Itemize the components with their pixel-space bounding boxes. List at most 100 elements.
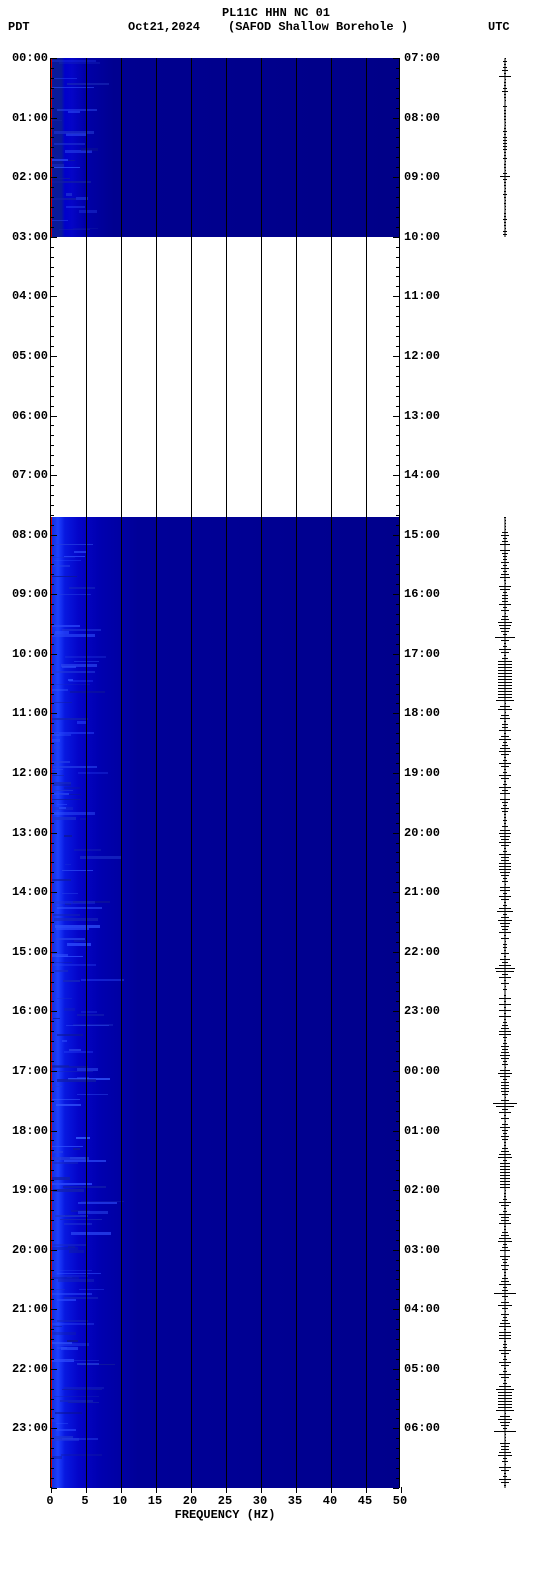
trace-wiggle <box>505 941 506 942</box>
y-tick-minor <box>396 425 399 426</box>
trace-wiggle <box>498 691 511 692</box>
y-tick-major <box>51 1071 57 1072</box>
y-label-left: 06:00 <box>0 409 48 423</box>
trace-wiggle <box>499 1374 510 1375</box>
spectrogram-streak <box>57 1034 84 1036</box>
trace-wiggle <box>501 1100 508 1101</box>
spectrogram-streak <box>52 87 94 88</box>
trace-wiggle <box>499 1362 510 1363</box>
y-tick-minor <box>51 1140 54 1141</box>
trace-wiggle <box>499 863 512 864</box>
spectrogram-streak <box>56 1289 65 1291</box>
trace-wiggle <box>504 167 506 168</box>
spectrogram-streak <box>56 956 83 957</box>
trace-wiggle <box>503 784 508 785</box>
trace-wiggle <box>501 1118 509 1119</box>
trace-wiggle <box>501 1281 509 1282</box>
trace-wiggle <box>500 1169 510 1170</box>
trace-wiggle <box>504 185 506 186</box>
y-tick-minor <box>51 108 54 109</box>
y-label-left: 18:00 <box>0 1124 48 1138</box>
trace-wiggle <box>501 860 510 861</box>
trace-wiggle <box>499 908 510 909</box>
trace-wiggle <box>500 799 510 800</box>
trace-wiggle <box>504 902 506 903</box>
trace-wiggle <box>503 820 508 821</box>
y-tick-minor <box>396 1210 399 1211</box>
y-tick-minor <box>396 912 399 913</box>
trace-wiggle <box>503 607 507 608</box>
trace-wiggle <box>499 1214 510 1215</box>
trace-wiggle <box>503 158 506 159</box>
y-label-right: 01:00 <box>404 1124 452 1138</box>
y-tick-minor <box>51 972 54 973</box>
y-tick-major <box>51 296 57 297</box>
trace-wiggle <box>501 1091 508 1092</box>
trace-wiggle <box>501 899 510 900</box>
y-tick-minor <box>396 346 399 347</box>
y-tick-minor <box>396 932 399 933</box>
trace-wiggle <box>499 586 511 587</box>
trace-wiggle <box>500 1184 510 1185</box>
spectrogram-streak <box>64 556 84 557</box>
y-tick-minor <box>396 753 399 754</box>
trace-wiggle <box>503 1317 506 1318</box>
y-tick-minor <box>396 813 399 814</box>
y-label-right: 00:00 <box>404 1064 452 1078</box>
y-tick-minor <box>396 902 399 903</box>
spectrogram-streak <box>55 631 69 634</box>
spectrogram-streak <box>59 62 100 65</box>
trace-wiggle <box>499 1031 511 1032</box>
trace-wiggle <box>504 1007 505 1008</box>
trace-wiggle <box>502 727 508 728</box>
spectrogram-streak <box>53 962 72 963</box>
y-tick-minor <box>396 962 399 963</box>
trace-wiggle <box>501 619 508 620</box>
y-tick-major <box>51 1190 57 1191</box>
trace-wiggle <box>498 697 511 698</box>
spectrogram-streak <box>65 1360 99 1361</box>
y-tick-minor <box>51 147 54 148</box>
spectrogram-streak <box>53 812 95 814</box>
y-tick-minor <box>396 306 399 307</box>
trace-wiggle <box>505 703 506 704</box>
y-tick-minor <box>396 1021 399 1022</box>
y-tick-major <box>393 1250 399 1251</box>
y-tick-minor <box>51 1160 54 1161</box>
trace-wiggle <box>504 222 506 223</box>
trace-wiggle <box>505 206 506 207</box>
trace-wiggle <box>504 116 507 117</box>
chart-title: PL11C HHN NC 01 <box>0 6 552 20</box>
spectrogram-streak <box>52 689 69 691</box>
spectrogram-streak <box>52 799 81 800</box>
x-tick <box>401 1487 402 1493</box>
spectrogram-streak <box>51 1342 72 1344</box>
trace-wiggle <box>502 724 508 725</box>
spectrogram-plot <box>50 58 400 1488</box>
trace-wiggle <box>501 535 509 536</box>
trace-wiggle <box>500 1166 510 1167</box>
trace-wiggle <box>504 1019 506 1020</box>
y-label-right: 06:00 <box>404 1421 452 1435</box>
y-tick-minor <box>396 108 399 109</box>
y-tick-major <box>51 416 57 417</box>
trace-wiggle <box>502 1130 509 1131</box>
trace-wiggle <box>504 152 507 153</box>
spectrogram-streak <box>62 893 79 894</box>
trace-wiggle <box>502 826 508 827</box>
y-tick-minor <box>51 1359 54 1360</box>
y-tick-minor <box>396 525 399 526</box>
y-label-left: 12:00 <box>0 766 48 780</box>
spectrogram-streak <box>77 1094 108 1095</box>
spectrogram-streak <box>66 1025 109 1026</box>
trace-wiggle <box>500 1422 511 1423</box>
x-label: 35 <box>288 1494 302 1508</box>
y-tick-minor <box>396 167 399 168</box>
spectrogram-streak <box>54 918 99 921</box>
trace-wiggle <box>501 778 510 779</box>
y-tick-minor <box>51 1170 54 1171</box>
y-label-left: 23:00 <box>0 1421 48 1435</box>
spectrogram-streak <box>62 1438 98 1440</box>
y-tick-minor <box>396 257 399 258</box>
spectrogram-streak <box>52 1177 70 1180</box>
